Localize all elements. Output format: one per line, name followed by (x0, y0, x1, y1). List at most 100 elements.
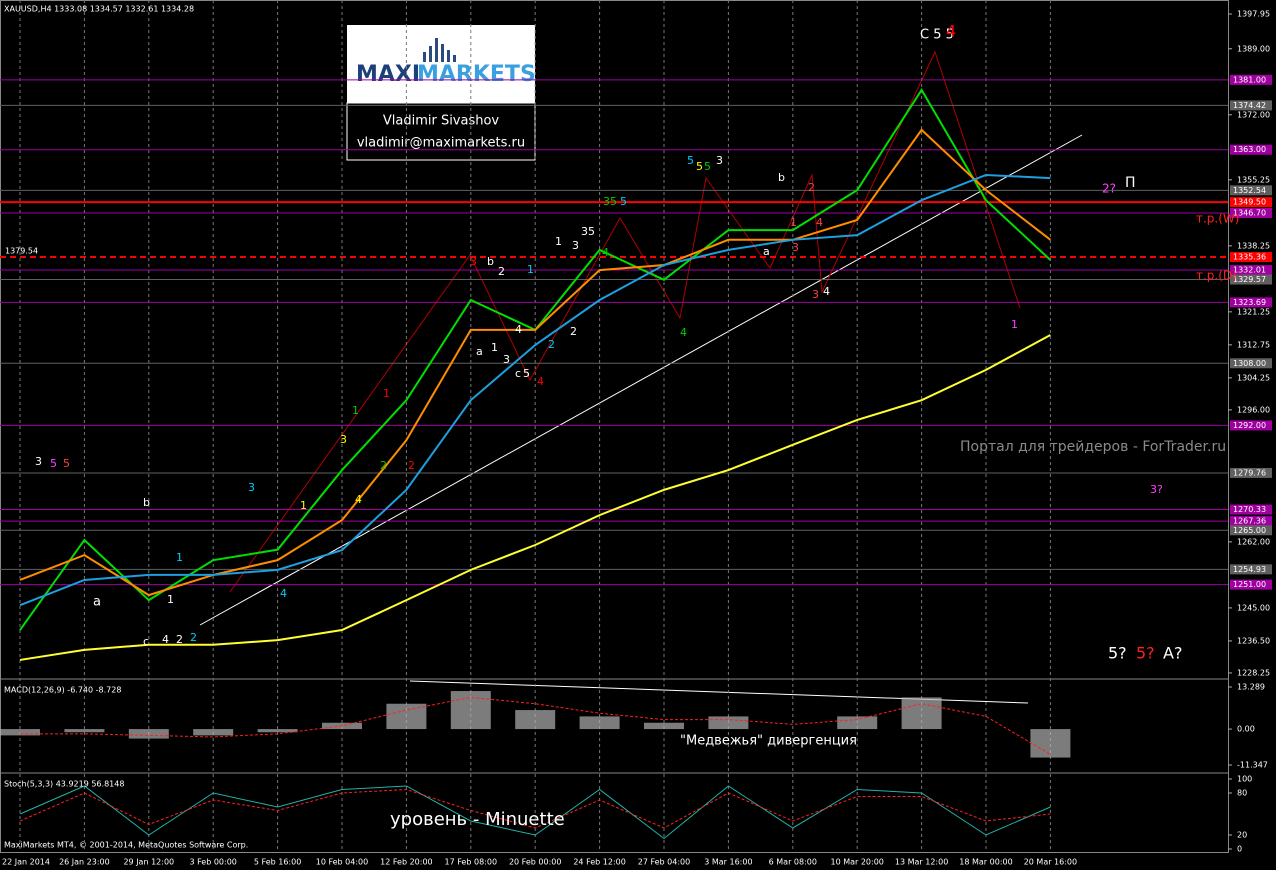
annotation: a (763, 245, 770, 258)
x-tick-label: 22 Jan 2014 (2, 858, 50, 867)
x-tick-label: 26 Jan 23:00 (59, 858, 110, 867)
y-tick-label: 1304.25 (1237, 373, 1270, 382)
annotation: 4 (515, 323, 522, 336)
annotation: 4 (680, 326, 687, 339)
level-label-box (1230, 274, 1272, 285)
annotation: 5 (50, 457, 57, 470)
annotation: a (93, 595, 101, 610)
series-line (20, 696, 1051, 755)
histogram-bar (193, 729, 234, 736)
logo-email: vladimir@maximarkets.ru (357, 136, 525, 151)
x-tick-label: 12 Feb 20:00 (380, 858, 432, 867)
series-line (19, 334, 1051, 661)
level-label-box (1230, 504, 1272, 515)
logo: MAXI MARKETS Vladimir Sivashov vladimir@… (346, 25, 536, 161)
annotation: Портал для трейдеров - ForTrader.ru (960, 439, 1226, 455)
x-tick-label: 18 Mar 00:00 (959, 858, 1012, 867)
annotation: 1 (167, 593, 174, 606)
footer: MaxiMarkets MT4, © 2001-2014, MetaQuotes… (4, 841, 248, 850)
annotation: уровень - Minuette (390, 809, 565, 830)
annotation: 2 (380, 459, 387, 472)
logo-icon (423, 38, 456, 62)
annotation: 5 (620, 195, 627, 208)
annotation: 2 (190, 631, 197, 644)
annotation: A? (1163, 644, 1182, 663)
y-tick-label: 1338.25 (1237, 241, 1270, 250)
annotation: b (487, 255, 494, 268)
annotation: 3 (470, 255, 477, 268)
level-label: 1267.36 (1233, 517, 1266, 526)
annotation: 4 (355, 493, 362, 506)
series-line (19, 788, 1051, 829)
level-label: 1332.01 (1233, 266, 1266, 275)
level-label: 1279.76 (1233, 468, 1266, 477)
level-label-box (1230, 564, 1272, 575)
logo-name: Vladimir Sivashov (383, 114, 500, 129)
x-tick-label: 3 Feb 00:00 (189, 858, 236, 867)
level-label: 1251.00 (1233, 580, 1266, 589)
annotation: 35 (603, 195, 617, 208)
histogram-bar (450, 691, 491, 730)
level-label-box (1230, 144, 1272, 155)
annotation: 3 (792, 241, 799, 254)
y-tick-label: 1236.50 (1237, 636, 1270, 645)
annotation: 35 (581, 225, 595, 238)
y-tick-label: -11.347 (1237, 761, 1268, 770)
level-label: 1270.33 (1233, 505, 1266, 514)
x-tick-label: 27 Feb 04:00 (638, 858, 690, 867)
annotation: 4 (823, 285, 830, 298)
annotation: 5 (687, 154, 694, 167)
panel-title: MACD(12,26,9) -6.740 -8.728 (4, 686, 121, 695)
annotation: 2 (548, 338, 555, 351)
series-line (19, 785, 1051, 840)
x-tick-label: 24 Feb 12:00 (573, 858, 625, 867)
x-tick-label: 10 Mar 20:00 (830, 858, 883, 867)
annotation: 3 (35, 455, 42, 468)
x-tick-label: 3 Mar 16:00 (704, 858, 752, 867)
annotation: П (1125, 175, 1136, 191)
histogram-bar (0, 729, 40, 736)
annotation: 3 (572, 239, 579, 252)
annotation: c (143, 635, 149, 648)
annotation: 2? (1102, 182, 1116, 196)
annotation: 5 (704, 160, 711, 173)
x-tick-label: 20 Feb 00:00 (509, 858, 561, 867)
y-tick-label: 13.289 (1237, 682, 1265, 691)
level-label-box (1230, 516, 1272, 527)
annotation: 3? (1150, 483, 1163, 496)
panel-title: Stoch(5,3,3) 43.9219 56.8148 (4, 780, 124, 789)
logo-bottom (346, 102, 536, 161)
level-label-box (1230, 525, 1272, 536)
y-tick-label: 1312.75 (1237, 340, 1270, 349)
level-label: 1346.70 (1233, 209, 1266, 218)
x-tick-label: 13 Mar 12:00 (895, 858, 948, 867)
level-label: 1265.00 (1233, 526, 1266, 535)
panel-title: XAUUSD,H4 1333.08 1334.57 1332.61 1334.2… (4, 5, 194, 14)
y-tick-label: 100 (1237, 774, 1252, 783)
y-tick-label: 1245.00 (1237, 603, 1270, 612)
level-label: 1381.00 (1233, 75, 1266, 84)
logo-top (347, 25, 535, 103)
series-line (19, 173, 1051, 607)
y-tick-label: 1262.00 (1237, 537, 1270, 546)
annotation: 4 (537, 375, 544, 388)
histogram-bar (128, 729, 169, 739)
y-tick-label: 1321.25 (1237, 307, 1270, 316)
annotation: C 5 5 (920, 28, 954, 43)
level-label-box (1230, 579, 1272, 590)
annotation: 1 (300, 499, 307, 512)
histogram-bar (515, 710, 556, 730)
x-tick-label: 10 Feb 04:00 (316, 858, 368, 867)
y-tick-label: 20 (1237, 830, 1247, 839)
annotation: 4 (816, 216, 823, 229)
annotation: 3 (716, 154, 723, 167)
level-label-box (1230, 74, 1272, 85)
annotation: 1 (527, 263, 534, 276)
level-label: 1349.50 (1233, 198, 1266, 207)
level-label: 1323.69 (1233, 298, 1266, 307)
annotation: 2 (176, 633, 183, 646)
x-tick-label: 6 Mar 08:00 (769, 858, 817, 867)
level-label-box (1230, 252, 1272, 263)
histogram-bar (837, 716, 878, 730)
